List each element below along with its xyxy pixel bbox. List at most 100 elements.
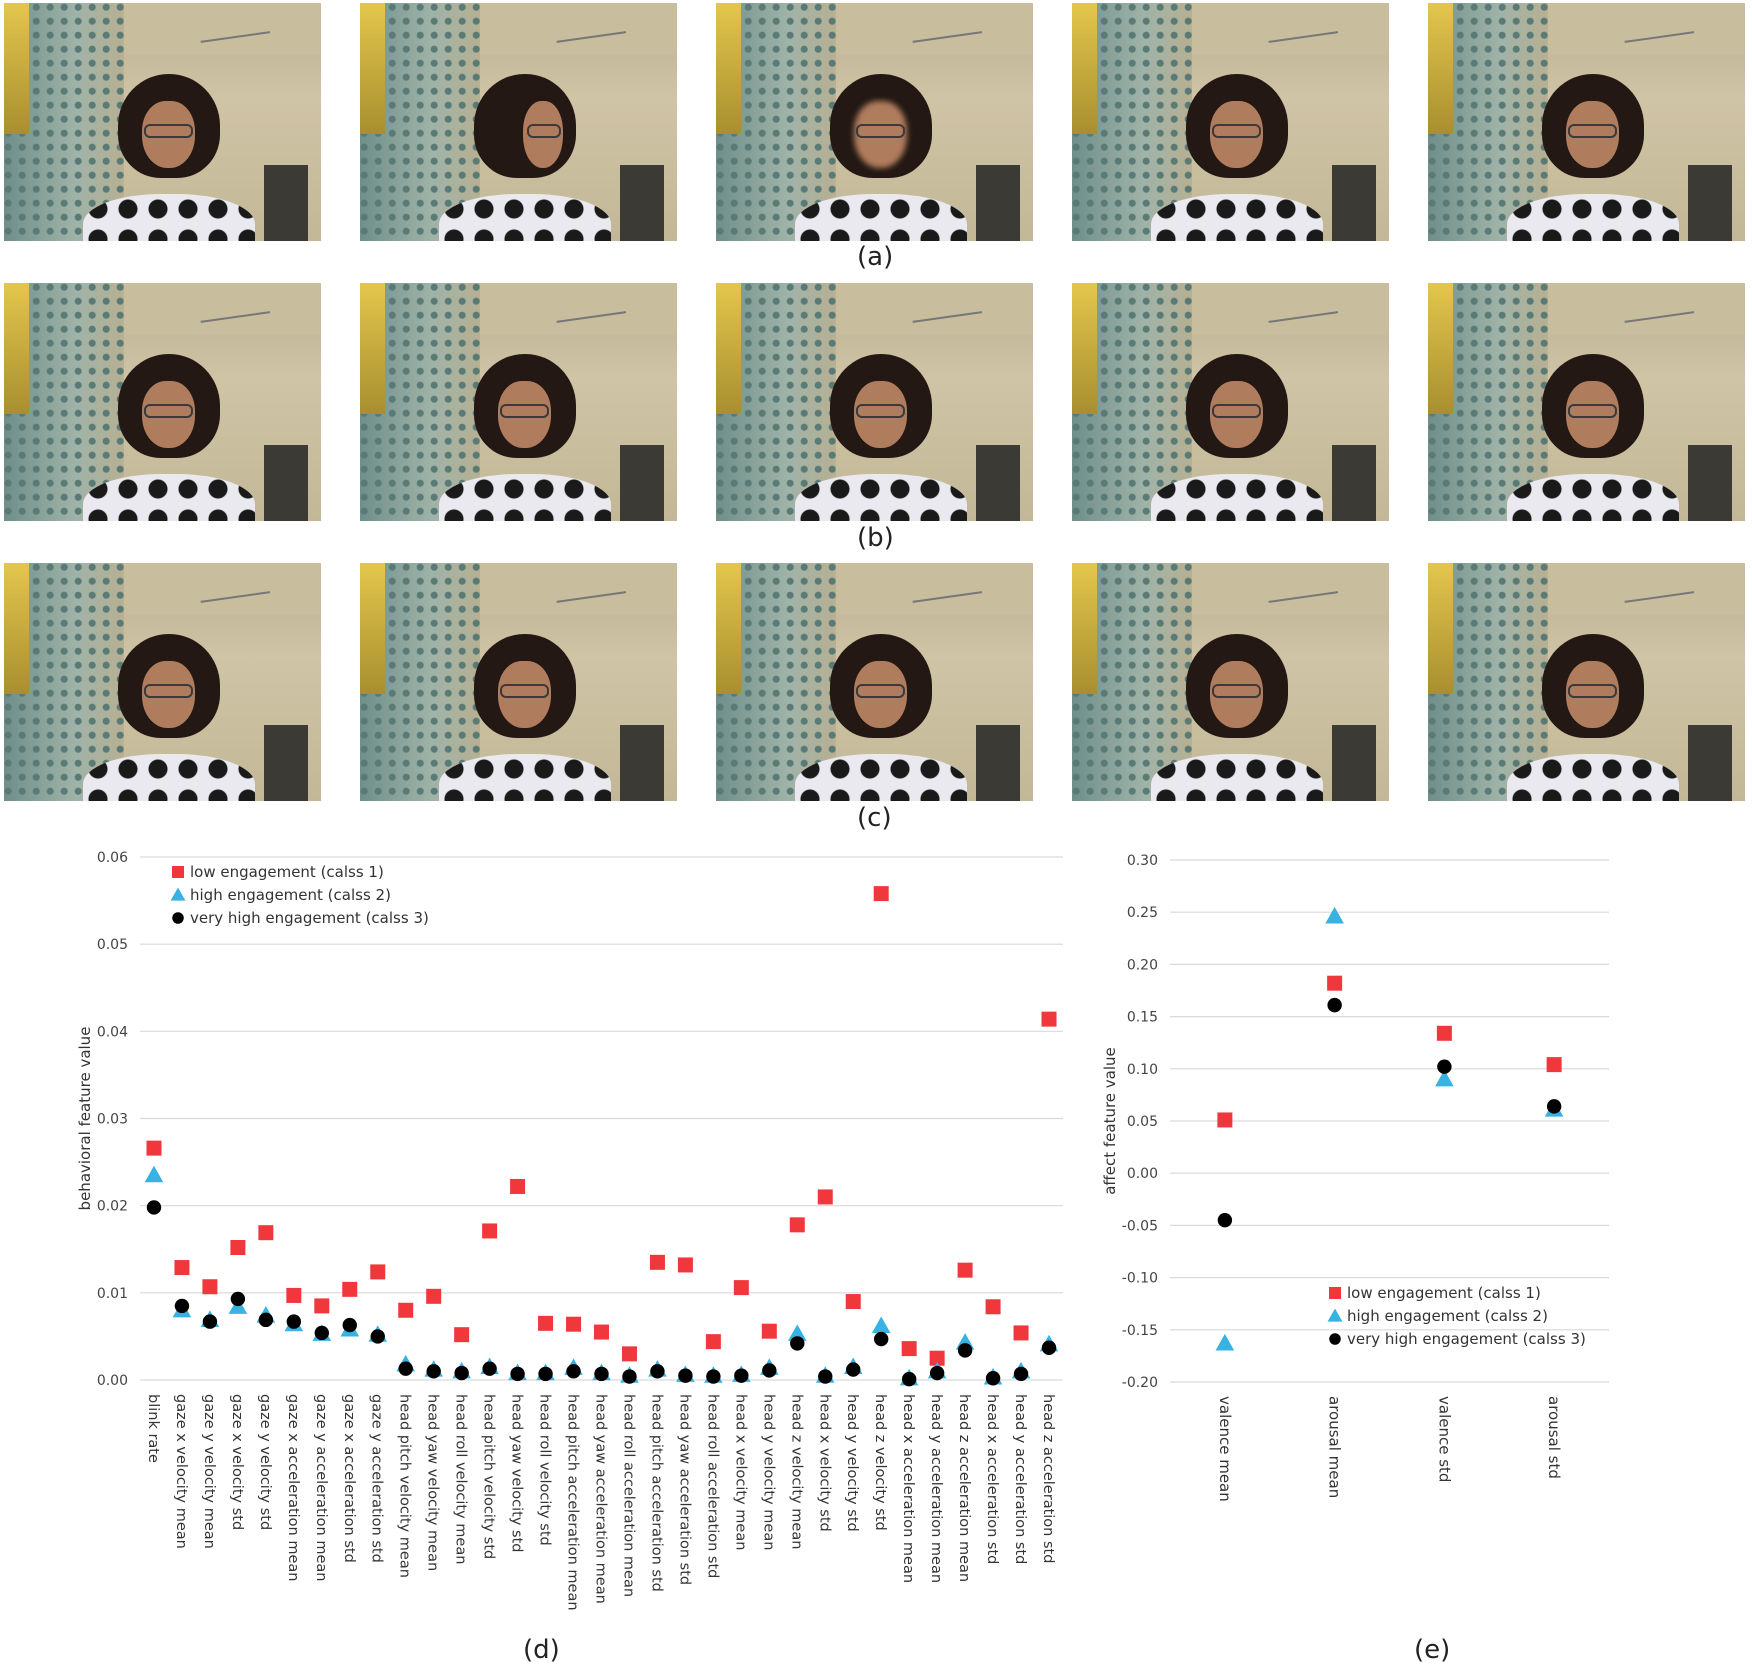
x-tick-label: gaze x velocity mean — [173, 1394, 189, 1549]
legend-label: high engagement (calss 2) — [1347, 1307, 1548, 1325]
y-tick-label: 0.00 — [1127, 1166, 1158, 1182]
video-frame-1-4 — [1072, 3, 1389, 241]
x-tick-label: head yaw velocity mean — [425, 1394, 441, 1571]
data-point-circle — [342, 1317, 357, 1333]
y-tick-label: 0.10 — [1127, 1062, 1158, 1078]
x-tick-label: head yaw acceleration std — [676, 1394, 692, 1585]
x-tick-label: arousal mean — [1326, 1396, 1344, 1498]
caption-b: (b) — [857, 523, 894, 553]
data-point-circle — [901, 1371, 917, 1387]
x-tick-label: head roll velocity mean — [453, 1394, 469, 1564]
data-point-square — [901, 1341, 917, 1357]
y-axis-title: behavioral feature value — [76, 1027, 94, 1211]
x-tick-label: head z acceleration std — [1040, 1394, 1056, 1563]
y-tick-label: 0.03 — [97, 1112, 128, 1128]
data-point-circle — [454, 1365, 469, 1381]
data-point-square — [789, 1217, 805, 1233]
data-point-triangle — [787, 1324, 807, 1341]
legend-label: very high engagement (calss 3) — [1347, 1330, 1586, 1348]
data-point-circle — [957, 1343, 973, 1358]
x-tick-label: head y acceleration mean — [928, 1394, 944, 1583]
data-point-triangle — [1325, 906, 1344, 924]
data-point-circle — [202, 1314, 218, 1329]
data-point-circle — [314, 1325, 330, 1341]
x-tick-label: head y velocity mean — [760, 1394, 776, 1550]
x-tick-label: head z acceleration mean — [956, 1394, 972, 1582]
data-point-circle — [482, 1361, 497, 1376]
legend-label: very high engagement (calss 3) — [190, 909, 429, 927]
data-point-circle — [1327, 997, 1342, 1013]
video-frame-2-3 — [716, 283, 1033, 521]
video-frame-1-2 — [360, 3, 677, 241]
video-frame-1-5 — [1428, 3, 1745, 241]
y-tick-label: -0.15 — [1122, 1323, 1158, 1339]
data-point-square — [929, 1350, 945, 1366]
legend-label: low engagement (calss 1) — [1347, 1284, 1541, 1302]
legend-marker-square — [172, 866, 184, 878]
data-point-circle — [929, 1365, 945, 1381]
data-point-circle — [426, 1364, 441, 1379]
x-tick-label: gaze x velocity std — [229, 1394, 245, 1530]
data-point-square — [985, 1299, 1001, 1315]
x-tick-label: gaze x acceleration std — [341, 1394, 357, 1563]
x-tick-label: valence std — [1435, 1396, 1453, 1482]
data-point-circle — [286, 1314, 302, 1329]
data-point-square — [1041, 1011, 1057, 1027]
data-point-circle — [650, 1364, 665, 1379]
data-point-square — [761, 1323, 777, 1339]
data-point-square — [1436, 1025, 1452, 1041]
data-point-square — [1013, 1325, 1029, 1341]
x-tick-label: head z velocity mean — [788, 1394, 804, 1549]
data-point-circle — [146, 1200, 162, 1215]
data-point-square — [286, 1287, 302, 1303]
data-point-square — [594, 1324, 609, 1340]
y-tick-label: 0.06 — [97, 850, 128, 866]
data-point-triangle — [1215, 1333, 1235, 1351]
x-tick-label: head pitch velocity mean — [397, 1394, 413, 1578]
data-point-circle — [370, 1329, 385, 1344]
data-point-square — [258, 1225, 274, 1241]
caption-c: (c) — [857, 803, 892, 833]
x-tick-label: gaze y acceleration std — [369, 1394, 385, 1563]
data-point-triangle — [144, 1165, 164, 1183]
y-tick-label: -0.05 — [1122, 1218, 1158, 1234]
data-point-square — [621, 1346, 637, 1362]
data-point-circle — [398, 1361, 413, 1376]
y-tick-label: -0.10 — [1122, 1271, 1158, 1287]
x-tick-label: head pitch acceleration mean — [565, 1394, 581, 1611]
y-tick-label: 0.15 — [1127, 1010, 1158, 1026]
y-tick-label: -0.20 — [1122, 1375, 1158, 1391]
data-point-square — [705, 1334, 721, 1350]
data-point-square — [817, 1189, 833, 1205]
legend-label: high engagement (calss 2) — [190, 886, 391, 904]
data-point-square — [649, 1254, 665, 1270]
data-point-square — [845, 1294, 861, 1310]
data-point-triangle — [1435, 1069, 1454, 1087]
x-tick-label: head pitch velocity std — [481, 1394, 497, 1559]
legend-marker-circle — [172, 912, 184, 924]
data-point-circle — [258, 1312, 274, 1328]
data-point-circle — [706, 1369, 721, 1384]
y-tick-label: 0.05 — [1127, 1114, 1158, 1130]
data-point-square — [370, 1264, 386, 1280]
data-point-square — [538, 1315, 554, 1331]
data-point-square — [482, 1223, 498, 1239]
x-tick-label: head pitch acceleration std — [648, 1394, 664, 1592]
legend-marker-circle — [1329, 1333, 1341, 1345]
data-point-square — [733, 1280, 749, 1296]
data-point-circle — [538, 1366, 553, 1382]
data-point-square — [314, 1298, 330, 1314]
x-tick-label: head x acceleration mean — [900, 1394, 916, 1583]
data-point-square — [510, 1178, 526, 1194]
x-tick-label: head roll velocity std — [537, 1394, 553, 1546]
data-point-circle — [790, 1336, 805, 1351]
legend-marker-triangle — [170, 887, 186, 901]
x-tick-label: head x velocity mean — [732, 1394, 748, 1550]
caption-e: (e) — [1414, 1635, 1451, 1665]
video-frame-2-1 — [4, 283, 321, 521]
x-tick-label: gaze y velocity std — [257, 1394, 273, 1530]
data-point-circle — [762, 1363, 777, 1378]
x-tick-label: head yaw velocity std — [509, 1394, 525, 1552]
x-tick-label: gaze y velocity mean — [201, 1394, 217, 1549]
caption-a: (a) — [857, 242, 894, 272]
